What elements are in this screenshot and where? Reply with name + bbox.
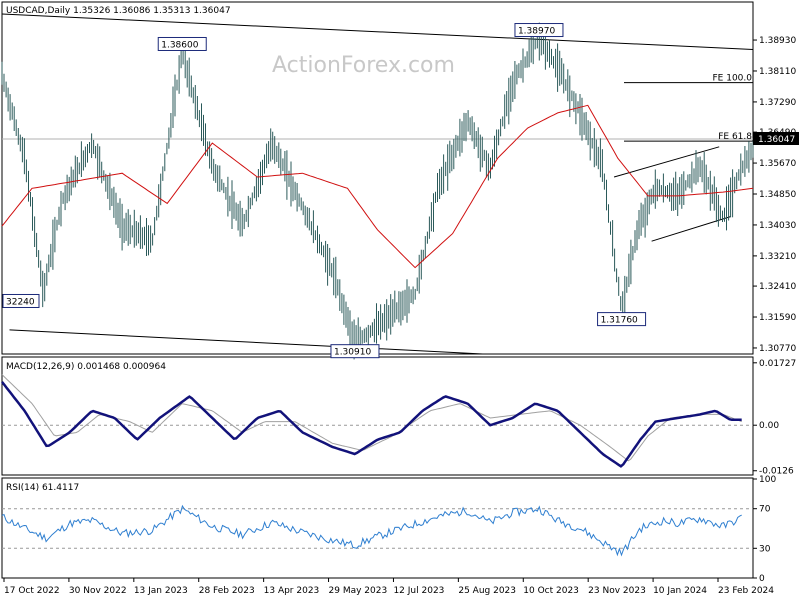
swing-label-box	[157, 36, 207, 51]
x-tick-label: 23 Feb 2024	[718, 586, 774, 596]
price-tick-label: 1.34850	[759, 190, 796, 200]
rsi-axis: 100 70 30 0	[753, 475, 776, 584]
macd-axis: 0.01727 0.00 -0.0126	[753, 359, 796, 477]
fib-label: FE 100.0	[713, 74, 753, 84]
x-tick-label: 13 Apr 2023	[264, 586, 320, 596]
macd-header: MACD(12,26,9) 0.001468 0.000964	[6, 362, 166, 372]
x-tick-label: 25 Aug 2023	[458, 586, 516, 596]
macd-panel-frame	[1, 356, 754, 476]
price-tick-label: 1.37290	[759, 98, 796, 108]
rsi-tick-label: 0	[759, 574, 765, 584]
swing-labels: 1.38600 1.38970 32240 1.30910 1.31760	[2, 23, 647, 359]
swing-label-box	[597, 312, 647, 327]
current-price-label: 1.36047	[758, 135, 795, 145]
x-tick-label: 17 Oct 2022	[4, 586, 60, 596]
swing-label-box	[514, 23, 564, 38]
x-tick-label: 30 Nov 2022	[69, 586, 127, 596]
trendline-upper-channel	[1, 13, 754, 50]
price-tick-label: 1.32410	[759, 282, 796, 292]
x-tick-label: 10 Jan 2024	[653, 586, 707, 596]
price-tick-label: 1.31590	[759, 313, 796, 323]
moving-average-line	[1, 104, 754, 269]
rsi-tick-label: 30	[759, 544, 771, 554]
x-tick-label: 12 Jul 2023	[393, 586, 444, 596]
macd-signal-line	[1, 374, 742, 462]
swing-label: 1.38970	[518, 27, 555, 37]
rsi-tick-label: 100	[759, 475, 776, 485]
fib-label: FE 61.8	[718, 132, 752, 142]
fib-levels: FE 100.0 FE 61.8	[624, 74, 753, 142]
price-bars	[1, 22, 754, 360]
rsi-panel-frame	[1, 477, 754, 579]
macd-tick-label: 0.00	[759, 421, 779, 431]
trendline-rising-channel-top	[613, 146, 720, 178]
x-tick-label: 23 Nov 2023	[588, 586, 646, 596]
rsi-tick-label: 70	[759, 505, 771, 515]
watermark: ActionForex.com	[272, 53, 455, 78]
macd-tick-label: 0.01727	[759, 359, 796, 369]
price-tick-label: 1.33210	[759, 252, 796, 262]
price-axis: 1.389301.381101.372901.364901.356701.348…	[753, 36, 796, 354]
price-tick-label: 1.38110	[759, 67, 796, 77]
swing-label: 32240	[6, 297, 35, 307]
rsi-line	[1, 504, 742, 557]
trendline-rising-channel-bottom	[651, 216, 731, 242]
price-tick-label: 1.35670	[759, 159, 796, 169]
price-header: USDCAD,Daily 1.35326 1.36086 1.35313 1.3…	[6, 6, 231, 16]
swing-label: 1.38600	[161, 40, 198, 50]
swing-label: 1.30910	[334, 348, 371, 358]
price-tick-label: 1.30770	[759, 344, 796, 354]
trendlines	[1, 13, 754, 355]
price-tick-label: 1.38930	[759, 36, 796, 46]
rsi-header: RSI(14) 61.4117	[6, 483, 79, 493]
x-tick-label: 29 May 2023	[329, 586, 388, 596]
x-tick-label: 28 Feb 2023	[199, 586, 255, 596]
macd-main-line	[1, 381, 742, 468]
x-tick-label: 10 Oct 2023	[523, 586, 579, 596]
macd-tick-label: -0.0126	[759, 467, 794, 477]
swing-label-box	[2, 293, 40, 308]
swing-label-box	[330, 344, 380, 359]
price-tick-label: 1.34030	[759, 221, 796, 231]
x-tick-label: 13 Jan 2023	[134, 586, 188, 596]
swing-label: 1.31760	[601, 316, 638, 326]
trendline-lower-channel	[9, 329, 483, 355]
current-price-badge	[753, 132, 799, 145]
time-axis: 17 Oct 2022 30 Nov 2022 13 Jan 2023 28 Feb …	[3, 578, 774, 596]
